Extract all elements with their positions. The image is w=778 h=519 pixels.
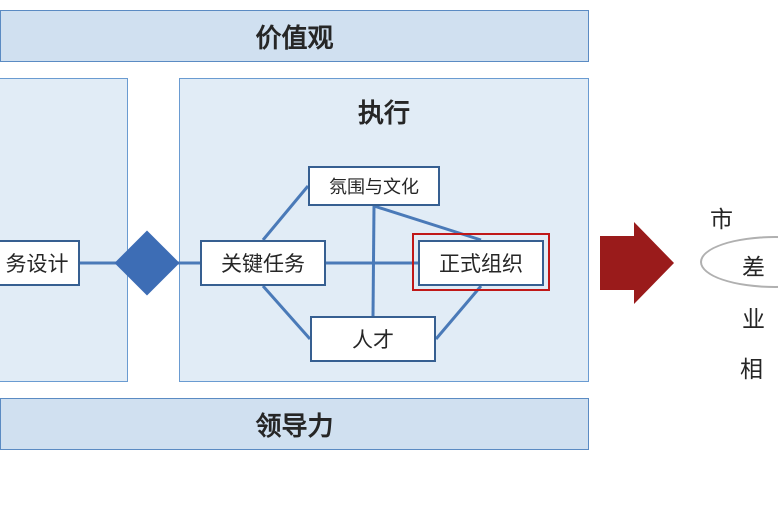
- formal-org-node: 正式组织: [418, 240, 544, 286]
- talent-node: 人才: [310, 316, 436, 362]
- values-band: 价值观: [0, 10, 589, 62]
- right-text-1: 差: [742, 248, 765, 282]
- talent-label: 人才: [352, 324, 394, 354]
- culture-node: 氛围与文化: [308, 166, 440, 206]
- key-task-node: 关键任务: [200, 240, 326, 286]
- values-band-label: 价值观: [255, 18, 333, 55]
- right-ellipse: [700, 236, 778, 288]
- right-text-2: 业: [742, 300, 765, 334]
- leadership-band-label: 领导力: [255, 406, 333, 443]
- formal-org-label: 正式组织: [439, 248, 523, 278]
- left-panel: [0, 78, 128, 382]
- right-text-0: 市: [710, 200, 733, 234]
- arrow-right-icon: [600, 222, 674, 304]
- execution-panel-title: 执行: [358, 93, 410, 130]
- biz-design-label: 务设计: [6, 248, 69, 278]
- key-task-label: 关键任务: [221, 248, 305, 278]
- arrow-shape: [600, 222, 674, 304]
- biz-design-node: 务设计: [0, 240, 80, 286]
- leadership-band: 领导力: [0, 398, 589, 450]
- culture-label: 氛围与文化: [329, 173, 419, 199]
- right-text-3: 相: [740, 350, 763, 384]
